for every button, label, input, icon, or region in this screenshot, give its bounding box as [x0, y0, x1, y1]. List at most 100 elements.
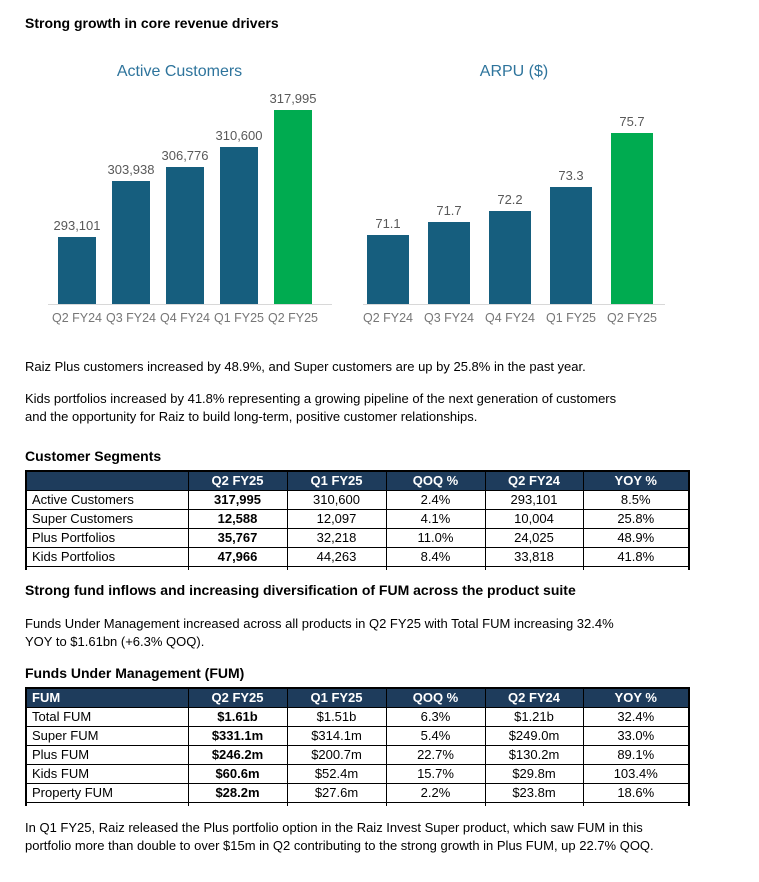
table-cell: 11.0% [385, 527, 486, 548]
x-axis-label: Q2 FY25 [607, 311, 657, 325]
bar [489, 211, 531, 304]
table-cell: Super Customers [25, 508, 189, 529]
table-cell: 8.4% [385, 546, 486, 567]
bar-column: 72.2 [489, 192, 531, 304]
paragraph-fum-growth: Funds Under Management increased across … [25, 616, 614, 649]
column-header: QOQ % [385, 687, 486, 708]
charts-area: Active Customers 293,101 303,938 306,776 31… [25, 32, 735, 344]
bar [550, 187, 592, 304]
table-cell: 8.5% [582, 489, 690, 510]
table-row: Plus FUM $246.2m $200.7m 22.7% $130.2m 89.1% [25, 744, 690, 765]
paragraph-customer-growth: Raiz Plus customers increased by 48.9%, … [25, 359, 586, 374]
x-axis-label-text: Q2 FY25 [267, 311, 319, 325]
table-cell: 35,767 [187, 527, 288, 548]
x-axis-label-text: Q2 FY24 [51, 311, 103, 325]
bar [274, 110, 312, 304]
table-bottom-stub [25, 802, 690, 806]
bar-column: 303,938 [108, 162, 155, 304]
bar-value-label: 71.1 [375, 216, 401, 231]
table-cell: Kids FUM [25, 763, 189, 784]
x-axis-label: Q2 FY25 [268, 311, 318, 325]
page-title: Strong growth in core revenue drivers [25, 15, 279, 31]
table-cell: $23.8m [484, 782, 584, 803]
paragraph-kids-portfolios: Kids portfolios increased by 41.8% repre… [25, 391, 617, 424]
x-axis-label: Q3 FY24 [424, 311, 474, 325]
bar-value-label: 75.7 [619, 114, 645, 129]
table-cell: Plus Portfolios [25, 527, 189, 548]
table-cell: Super FUM [25, 725, 189, 746]
x-axis-label-text: Q4 FY24 [159, 311, 211, 325]
fum-table: FUM Q2 FY25 Q1 FY25 QOQ % Q2 FY24 YOY % Total … [25, 687, 690, 806]
table-cell: 293,101 [484, 489, 584, 510]
x-axis-label: Q1 FY25 [546, 311, 596, 325]
table-cell: 18.6% [582, 782, 690, 803]
stub-cell [286, 802, 387, 806]
table-row: Super FUM $331.1m $314.1m 5.4% $249.0m 33.0% [25, 725, 690, 746]
x-axis-label-text: Q2 FY24 [362, 311, 414, 325]
stub-cell [187, 566, 288, 570]
arpu-chart: ARPU ($) 71.1 71.7 72.2 73.3 75.7 Q2 FY24 Q3 … [363, 32, 665, 325]
bar [611, 133, 653, 304]
table-cell: $1.21b [484, 706, 584, 727]
table-cell: 10,004 [484, 508, 584, 529]
column-header: Q1 FY25 [286, 687, 387, 708]
stub-cell [187, 802, 288, 806]
x-axis-label-text: Q3 FY24 [423, 311, 475, 325]
table-cell: $314.1m [286, 725, 387, 746]
column-header: Q2 FY25 [187, 687, 288, 708]
paragraph-plus-portfolio: In Q1 FY25, Raiz released the Plus portf… [25, 820, 654, 853]
table-cell: $1.61b [187, 706, 288, 727]
table-cell: 47,966 [187, 546, 288, 567]
column-header: Q2 FY25 [187, 470, 288, 491]
table-cell: Property FUM [25, 782, 189, 803]
stub-cell [484, 802, 584, 806]
bar [367, 235, 409, 304]
table-cell: 12,588 [187, 508, 288, 529]
bar [166, 167, 204, 304]
stub-cell [484, 566, 584, 570]
table-cell: $331.1m [187, 725, 288, 746]
active-customers-chart: Active Customers 293,101 303,938 306,776 31… [25, 32, 334, 325]
table-row: Plus Portfolios 35,767 32,218 11.0% 24,025 48… [25, 527, 690, 548]
stub-cell [25, 566, 189, 570]
table-cell: Active Customers [25, 489, 189, 510]
stub-cell [582, 802, 690, 806]
table-cell: $130.2m [484, 744, 584, 765]
bar-column: 73.3 [550, 168, 592, 304]
table-row: Active Customers 317,995 310,600 2.4% 293,10… [25, 489, 690, 510]
x-axis-label-text: Q4 FY24 [484, 311, 536, 325]
table-cell: 41.8% [582, 546, 690, 567]
bar-column: 306,776 [162, 148, 209, 304]
active-customers-plot: 293,101 303,938 306,776 310,600 317,995 [48, 91, 332, 305]
column-header [25, 470, 189, 491]
stub-cell [385, 566, 486, 570]
bar-value-label: 303,938 [107, 162, 155, 177]
table-cell: 44,263 [286, 546, 387, 567]
table-bottom-stub [25, 566, 690, 570]
chart-title-active-customers: Active Customers [116, 63, 243, 80]
bar [428, 222, 470, 304]
table-cell: 33.0% [582, 725, 690, 746]
bar-column: 71.1 [367, 216, 409, 304]
table-row: Kids Portfolios 47,966 44,263 8.4% 33,818 41.… [25, 546, 690, 567]
table-header-row: Q2 FY25 Q1 FY25 QOQ % Q2 FY24 YOY % [25, 470, 690, 491]
column-header: QOQ % [385, 470, 486, 491]
x-axis-label-text: Q1 FY25 [213, 311, 265, 325]
table-cell: 2.4% [385, 489, 486, 510]
column-header: Q2 FY24 [484, 470, 584, 491]
table-cell: Kids Portfolios [25, 546, 189, 567]
bar-value-label: 317,995 [269, 91, 317, 106]
customer-segments-table-container: Q2 FY25 Q1 FY25 QOQ % Q2 FY24 YOY % Active Cu… [25, 470, 735, 570]
bar-column: 317,995 [270, 91, 317, 304]
table-cell: $29.8m [484, 763, 584, 784]
customer-segments-heading: Customer Segments [25, 448, 162, 464]
table-cell: $27.6m [286, 782, 387, 803]
bar [112, 181, 150, 304]
bar-value-label: 71.7 [436, 203, 462, 218]
table-cell: 15.7% [385, 763, 486, 784]
stub-cell [286, 566, 387, 570]
x-axis-label: Q4 FY24 [160, 311, 210, 325]
table-cell: $246.2m [187, 744, 288, 765]
table-cell: 103.4% [582, 763, 690, 784]
